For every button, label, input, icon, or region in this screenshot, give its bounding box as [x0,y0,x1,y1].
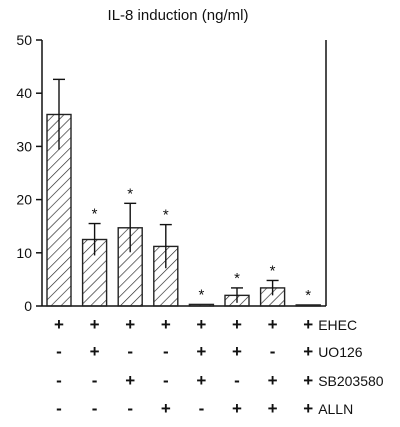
treatment-sign: + [54,315,64,334]
treatment-sign: + [232,342,242,361]
y-tick-label: 0 [24,298,32,314]
treatment-sign: - [92,371,98,390]
treatment-sign: + [196,315,206,334]
bar [188,303,215,307]
treatment-sign: + [90,315,100,334]
treatment-sign: + [161,315,171,334]
treatment-label: ALLN [318,401,353,417]
y-tick-label: 40 [16,85,32,101]
chart-title: IL-8 induction (ng/ml) [108,7,249,24]
treatment-sign: - [56,342,62,361]
treatment-sign: - [270,342,276,361]
significance-star: * [127,185,133,202]
treatment-sign: + [125,315,135,334]
significance-star: * [163,207,169,224]
significance-star: * [234,270,240,287]
treatment-sign: - [56,371,62,390]
y-tick-label: 30 [16,138,32,154]
significance-star: * [305,287,311,304]
treatment-sign: - [92,399,98,418]
treatment-sign: + [161,399,171,418]
treatment-sign: + [303,342,313,361]
treatment-sign: - [234,371,240,390]
treatment-sign: + [125,371,135,390]
significance-star: * [92,206,98,223]
bar [295,304,321,307]
treatment-sign: + [268,315,278,334]
treatment-sign: + [196,371,206,390]
treatment-sign: - [163,342,169,361]
treatment-sign: + [232,399,242,418]
treatment-sign: - [163,371,169,390]
treatment-sign: + [232,315,242,334]
treatment-label: EHEC [318,317,357,333]
treatment-label: UO126 [318,344,363,360]
y-tick-label: 50 [16,32,32,48]
treatment-sign: + [268,399,278,418]
significance-star: * [270,262,276,279]
significance-star: * [198,286,204,303]
treatment-sign: - [199,399,205,418]
y-tick-label: 10 [16,245,32,261]
treatment-sign: + [303,371,313,390]
treatment-sign: + [303,315,313,334]
treatment-sign: + [268,371,278,390]
treatment-label: SB203580 [318,373,384,389]
treatment-sign: + [90,342,100,361]
treatment-sign: - [56,399,62,418]
treatment-sign: - [127,342,133,361]
y-tick-label: 20 [16,192,32,208]
treatment-sign: + [303,399,313,418]
treatment-sign: - [127,399,133,418]
treatment-sign: + [196,342,206,361]
